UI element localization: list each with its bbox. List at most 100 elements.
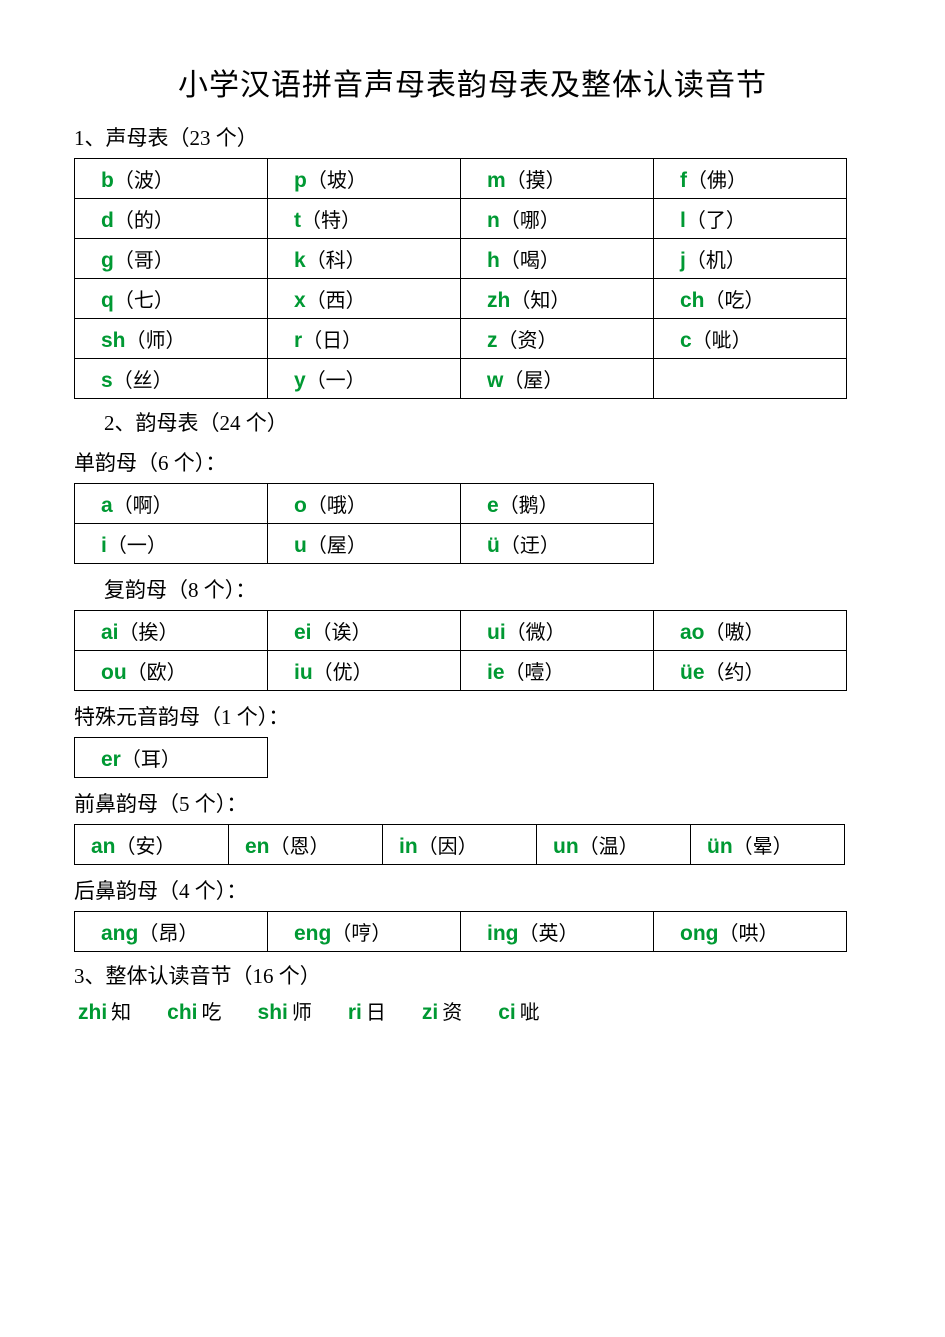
pinyin-text: ün <box>707 835 733 858</box>
pinyin-text: d <box>101 209 114 232</box>
pinyin-cell: ch（吃） <box>654 279 847 319</box>
hanzi-text: （呲） <box>692 330 752 352</box>
hanzi-text: （一） <box>306 370 366 392</box>
pinyin-cell: sh（师） <box>75 319 268 359</box>
table-row: ou（欧）iu（优）ie（噎）üe（约） <box>75 651 847 691</box>
syllable-item: chi吃 <box>167 996 221 1025</box>
pinyin-cell: m（摸） <box>461 159 654 199</box>
hanzi-text: （坡） <box>307 170 367 192</box>
hanzi-text: （晕） <box>733 836 793 858</box>
pinyin-text: t <box>294 209 301 232</box>
pinyin-text: ei <box>294 621 312 644</box>
pinyin-cell: e（鹅） <box>461 484 654 524</box>
pinyin-text: ou <box>101 661 127 684</box>
syllable-item: ci呲 <box>498 996 540 1025</box>
pinyin-text: zh <box>487 289 510 312</box>
pinyin-cell: w（屋） <box>461 359 654 399</box>
pinyin-cell: s（丝） <box>75 359 268 399</box>
pinyin-cell: x（西） <box>268 279 461 319</box>
pinyin-cell: un（温） <box>537 825 691 865</box>
hanzi-text: （摸） <box>506 170 566 192</box>
pinyin-text: iu <box>294 661 313 684</box>
table-row: a（啊）o（哦）e（鹅） <box>75 484 654 524</box>
pinyin-text: s <box>101 369 113 392</box>
pinyin-text: e <box>487 494 499 517</box>
pinyin-cell: ei（诶） <box>268 611 461 651</box>
pinyin-text: shi <box>258 1001 288 1024</box>
pinyin-text: o <box>294 494 307 517</box>
pinyin-cell: a（啊） <box>75 484 268 524</box>
pinyin-cell: t（特） <box>268 199 461 239</box>
table-row: ang（昂）eng（哼）ing（英）ong（哄） <box>75 912 847 952</box>
sub5-heading: 后鼻韵母（4 个）： <box>74 875 875 905</box>
pinyin-text: chi <box>167 1001 197 1024</box>
pinyin-cell: z（资） <box>461 319 654 359</box>
single-finals-table: a（啊）o（哦）e（鹅）i（一）u（屋）ü（迂） <box>74 483 654 564</box>
pinyin-text: an <box>91 835 116 858</box>
pinyin-cell: l（了） <box>654 199 847 239</box>
hanzi-text: 资 <box>442 1002 462 1024</box>
table-row: ai（挨）ei（诶）ui（微）ao（嗷） <box>75 611 847 651</box>
pinyin-text: p <box>294 169 307 192</box>
hanzi-text: 吃 <box>202 1002 222 1024</box>
pinyin-cell: b（波） <box>75 159 268 199</box>
pinyin-cell: ai（挨） <box>75 611 268 651</box>
pinyin-text: k <box>294 249 306 272</box>
pinyin-cell: ü（迂） <box>461 524 654 564</box>
syllable-item: ri日 <box>348 996 386 1025</box>
hanzi-text: （哥） <box>114 250 174 272</box>
pinyin-cell: ie（噎） <box>461 651 654 691</box>
section3-heading: 3、整体认读音节（16 个） <box>74 960 875 990</box>
pinyin-cell: o（哦） <box>268 484 461 524</box>
hanzi-text: （昂） <box>138 923 198 945</box>
pinyin-text: zhi <box>78 1001 107 1024</box>
sub4-heading: 前鼻韵母（5 个）： <box>74 788 875 818</box>
sub1-heading: 单韵母（6 个）： <box>74 447 875 477</box>
hanzi-text: （约） <box>705 662 765 684</box>
pinyin-text: y <box>294 369 306 392</box>
pinyin-cell: ui（微） <box>461 611 654 651</box>
pinyin-text: h <box>487 249 500 272</box>
pinyin-cell: g（哥） <box>75 239 268 279</box>
pinyin-text: in <box>399 835 418 858</box>
pinyin-text: a <box>101 494 113 517</box>
hanzi-text: （知） <box>510 290 570 312</box>
sub2-heading: 复韵母（8 个）： <box>104 574 875 604</box>
pinyin-cell: en（恩） <box>229 825 383 865</box>
section1-heading: 1、声母表（23 个） <box>74 122 875 152</box>
hanzi-text: （屋） <box>307 535 367 557</box>
table-row: q（七） x（西） zh（知） ch（吃） <box>75 279 847 319</box>
hanzi-text: （啊） <box>113 495 173 517</box>
whole-syllables-row: zhi知chi吃shi师ri日zi资ci呲 <box>78 996 875 1025</box>
hanzi-text: 知 <box>111 1002 131 1024</box>
pinyin-text: ai <box>101 621 119 644</box>
pinyin-cell: an（安） <box>75 825 229 865</box>
pinyin-cell: h（喝） <box>461 239 654 279</box>
hanzi-text: （英） <box>519 923 579 945</box>
pinyin-text: ri <box>348 1001 362 1024</box>
pinyin-cell: in（因） <box>383 825 537 865</box>
pinyin-text: c <box>680 329 692 352</box>
pinyin-text: ing <box>487 922 519 945</box>
table-row: s（丝） y（一） w（屋） <box>75 359 847 399</box>
pinyin-cell: eng（哼） <box>268 912 461 952</box>
hanzi-text: （七） <box>114 290 174 312</box>
pinyin-text: m <box>487 169 506 192</box>
pinyin-text: ao <box>680 621 705 644</box>
initials-table: b（波）p（坡）m（摸）f（佛）d（的）t（特）n（哪）l（了）g（哥）k（科）… <box>74 158 847 399</box>
hanzi-text: 呲 <box>520 1002 540 1024</box>
pinyin-text: x <box>294 289 306 312</box>
pinyin-cell: ing（英） <box>461 912 654 952</box>
hanzi-text: （鹅） <box>499 495 559 517</box>
pinyin-text: en <box>245 835 270 858</box>
pinyin-text: n <box>487 209 500 232</box>
back-nasal-table: ang（昂）eng（哼）ing（英）ong（哄） <box>74 911 847 952</box>
pinyin-text: ui <box>487 621 506 644</box>
pinyin-text: üe <box>680 661 705 684</box>
pinyin-cell: r（日） <box>268 319 461 359</box>
section2-heading: 2、韵母表（24 个） <box>104 407 875 437</box>
pinyin-text: q <box>101 289 114 312</box>
hanzi-text: （欧） <box>127 662 187 684</box>
hanzi-text: 日 <box>366 1002 386 1024</box>
hanzi-text: （挨） <box>119 622 179 644</box>
